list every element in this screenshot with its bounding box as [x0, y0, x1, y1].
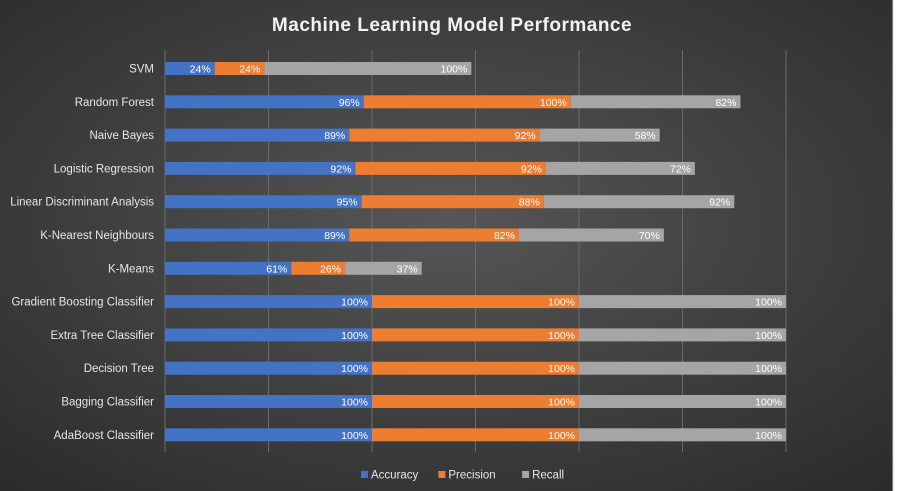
bar-precision [363, 95, 571, 109]
category-label: Logistic Regression [54, 163, 154, 175]
data-label: 100% [341, 430, 368, 442]
legend-swatch [522, 471, 530, 478]
bar-recall [579, 328, 786, 342]
bar-accuracy [165, 161, 356, 175]
data-label: 72% [670, 163, 691, 175]
legend-item: Recall [532, 470, 564, 482]
data-label: 100% [548, 297, 575, 309]
category-label: Naive Bayes [89, 130, 154, 142]
bar-recall [570, 95, 741, 109]
bar-recall [543, 195, 735, 209]
bar-recall [545, 161, 695, 175]
category-label: Gradient Boosting Classifier [11, 297, 154, 309]
bar-precision [372, 361, 579, 375]
bar-accuracy [165, 261, 292, 275]
bar-precision [372, 428, 579, 442]
bar-accuracy [165, 295, 372, 309]
category-label: K-Nearest Neighbours [40, 230, 154, 242]
data-label: 26% [320, 263, 341, 275]
data-label: 82% [494, 230, 515, 242]
data-label: 100% [341, 363, 368, 375]
category-label: Extra Tree Classifier [50, 330, 154, 342]
data-label: 100% [755, 430, 782, 442]
data-label: 96% [339, 97, 360, 109]
data-label: 58% [635, 130, 656, 142]
data-label: 100% [548, 363, 575, 375]
data-label: 61% [266, 263, 287, 275]
data-label: 100% [548, 430, 575, 442]
bar-precision [372, 295, 579, 309]
bar-precision [349, 128, 540, 142]
data-label: 100% [755, 363, 782, 375]
data-label: 82% [715, 97, 736, 109]
bar-accuracy [165, 428, 372, 442]
data-label: 100% [755, 330, 782, 342]
data-label: 24% [190, 64, 211, 76]
data-label: 70% [639, 230, 660, 242]
category-label: AdaBoost Classifier [54, 430, 155, 442]
data-label: 100% [755, 397, 782, 409]
bar-accuracy [165, 62, 215, 75]
data-label: 92% [330, 163, 351, 175]
data-label: 92% [515, 130, 536, 142]
legend-item: Precision [448, 470, 495, 482]
data-label: 100% [540, 97, 567, 109]
data-label: 95% [337, 197, 358, 209]
chart-title: Machine Learning Model Performance [272, 15, 632, 36]
bar-precision [291, 261, 346, 275]
bar-precision [349, 228, 519, 242]
bar-precision [372, 328, 579, 342]
data-label: 100% [341, 297, 368, 309]
bar-accuracy [165, 361, 372, 375]
bar-accuracy [165, 328, 372, 342]
bar-recall [579, 395, 786, 408]
bar-accuracy [165, 128, 350, 142]
data-label: 88% [519, 197, 540, 209]
data-label: 100% [755, 297, 782, 309]
legend-item: Accuracy [371, 470, 419, 482]
bar-accuracy [165, 228, 350, 242]
data-label: 37% [397, 263, 418, 275]
data-label: 89% [324, 230, 345, 242]
bar-recall [518, 228, 664, 242]
category-label: K-Means [108, 263, 154, 275]
category-label: Random Forest [75, 97, 155, 109]
category-label: Linear Discriminant Analysis [10, 197, 154, 209]
bar-accuracy [165, 195, 362, 209]
sheet-edge [893, 0, 909, 491]
data-label: 92% [521, 163, 542, 175]
legend-swatch [361, 471, 368, 478]
bar-precision [372, 395, 579, 408]
category-label: Bagging Classifier [61, 397, 154, 409]
bar-recall [579, 361, 786, 375]
data-label: 100% [341, 330, 368, 342]
category-label: Decision Tree [84, 363, 154, 375]
data-label: 100% [441, 64, 468, 76]
bar-accuracy [165, 95, 364, 109]
bar-recall [579, 428, 786, 442]
gridlines [164, 50, 787, 452]
category-labels: SVM Random Forest Naive Bayes Logistic Regr… [10, 64, 155, 442]
bar-precision [355, 161, 546, 175]
legend: Accuracy Precision Recall [361, 470, 564, 482]
bar-recall [264, 62, 472, 75]
data-label: 89% [324, 130, 345, 142]
bars: 24% 24% 100% 96% 100% 82% 89% 92% 58% 92% 92% 72% 95… [165, 62, 786, 442]
data-label: 100% [341, 397, 368, 409]
bar-precision [214, 62, 265, 75]
category-label: SVM [129, 64, 154, 76]
bar-precision [361, 195, 544, 209]
bar-recall [345, 261, 422, 275]
bar-recall [579, 295, 786, 309]
legend-swatch [438, 471, 446, 478]
data-label: 100% [548, 397, 575, 409]
data-label: 100% [548, 330, 575, 342]
data-label: 24% [239, 64, 260, 76]
bar-accuracy [165, 395, 372, 408]
data-label: 92% [709, 197, 730, 209]
bar-recall [539, 128, 660, 142]
